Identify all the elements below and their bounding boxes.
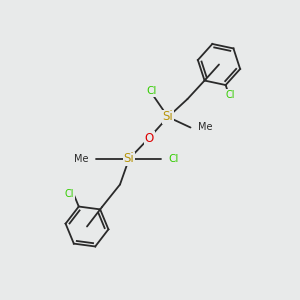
Text: O: O: [145, 131, 154, 145]
Text: Cl: Cl: [146, 86, 157, 97]
Text: Me: Me: [198, 122, 212, 133]
Text: Cl: Cl: [168, 154, 178, 164]
Text: Cl: Cl: [225, 90, 235, 100]
Text: Si: Si: [124, 152, 134, 166]
Text: Cl: Cl: [64, 189, 74, 199]
Text: Me: Me: [74, 154, 88, 164]
Text: Si: Si: [163, 110, 173, 124]
